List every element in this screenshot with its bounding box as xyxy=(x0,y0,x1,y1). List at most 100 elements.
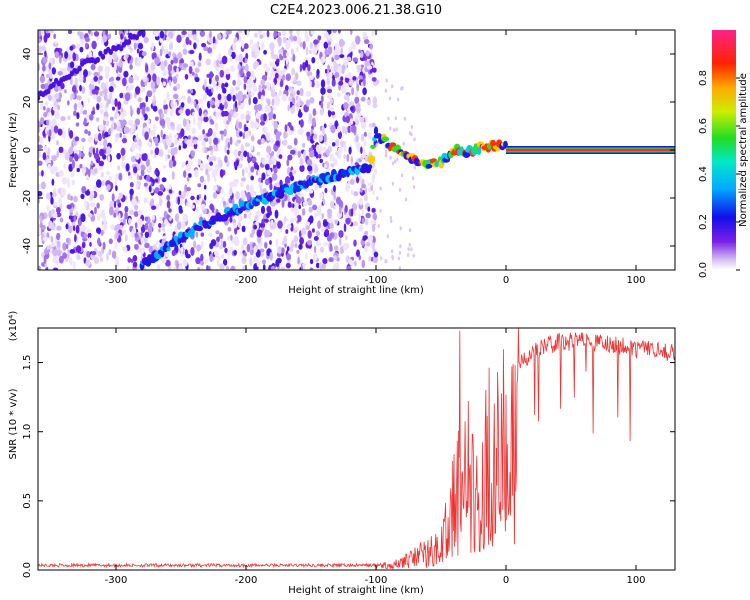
noise-speckle xyxy=(405,198,407,202)
noise-speckle xyxy=(409,131,411,135)
noise-speckle xyxy=(311,57,315,63)
noise-speckle xyxy=(102,34,107,42)
noise-speckle xyxy=(137,49,140,54)
noise-speckle xyxy=(320,56,325,63)
noise-speckle xyxy=(46,193,51,200)
noise-speckle xyxy=(223,33,227,38)
noise-speckle xyxy=(219,245,223,249)
noise-speckle xyxy=(276,198,281,203)
noise-speckle xyxy=(183,214,188,223)
noise-speckle xyxy=(344,223,347,232)
noise-speckle xyxy=(200,261,204,266)
noise-speckle xyxy=(281,247,284,253)
noise-speckle xyxy=(230,235,232,241)
noise-speckle xyxy=(176,68,179,73)
noise-speckle xyxy=(349,147,352,155)
noise-speckle xyxy=(88,213,93,217)
noise-speckle xyxy=(144,243,150,249)
noise-speckle xyxy=(125,234,128,241)
noise-speckle xyxy=(59,170,64,177)
noise-speckle xyxy=(130,65,133,70)
noise-speckle xyxy=(295,208,299,216)
noise-speckle xyxy=(240,191,245,199)
noise-speckle xyxy=(43,152,47,160)
noise-speckle xyxy=(170,100,173,108)
noise-speckle xyxy=(250,92,255,96)
noise-speckle xyxy=(48,129,51,137)
noise-speckle xyxy=(96,179,102,188)
noise-speckle xyxy=(151,130,156,137)
noise-speckle xyxy=(309,81,312,87)
noise-speckle xyxy=(169,80,171,86)
noise-speckle xyxy=(334,72,339,78)
noise-speckle xyxy=(189,66,193,74)
noise-speckle xyxy=(350,106,354,111)
noise-speckle xyxy=(232,43,236,51)
noise-speckle xyxy=(362,209,365,215)
noise-speckle xyxy=(197,120,202,127)
noise-speckle xyxy=(323,220,328,227)
noise-speckle xyxy=(115,173,118,181)
noise-speckle xyxy=(209,38,213,43)
noise-speckle xyxy=(307,165,312,171)
noise-speckle xyxy=(130,182,134,187)
noise-speckle xyxy=(305,253,308,260)
noise-speckle xyxy=(135,86,140,95)
noise-speckle xyxy=(47,164,51,169)
noise-speckle xyxy=(235,141,239,147)
noise-speckle xyxy=(346,116,350,124)
noise-speckle xyxy=(250,176,254,181)
noise-speckle xyxy=(103,139,107,148)
noise-speckle xyxy=(215,123,218,131)
noise-speckle xyxy=(77,103,82,108)
noise-speckle xyxy=(77,168,80,172)
noise-speckle xyxy=(306,46,309,55)
noise-speckle xyxy=(256,112,261,119)
noise-speckle xyxy=(306,36,310,42)
noise-speckle xyxy=(141,116,145,121)
noise-speckle xyxy=(227,150,230,155)
noise-speckle xyxy=(62,242,66,251)
noise-speckle xyxy=(124,112,126,117)
noise-speckle xyxy=(128,84,134,90)
noise-speckle xyxy=(313,39,318,44)
noise-speckle xyxy=(345,183,349,192)
noise-speckle xyxy=(88,137,93,143)
noise-speckle xyxy=(245,167,249,174)
noise-speckle xyxy=(196,206,199,213)
noise-speckle xyxy=(103,223,108,231)
noise-speckle xyxy=(358,49,361,53)
noise-speckle xyxy=(392,182,394,186)
noise-speckle xyxy=(247,244,251,253)
noise-speckle xyxy=(151,206,156,210)
noise-speckle xyxy=(147,90,153,97)
noise-speckle xyxy=(116,113,119,118)
noise-speckle xyxy=(161,113,164,118)
noise-speckle xyxy=(300,88,304,96)
noise-speckle xyxy=(371,208,375,213)
noise-speckle xyxy=(97,214,101,221)
noise-speckle xyxy=(345,218,350,225)
noise-speckle xyxy=(134,211,139,217)
spectrogram-x-tick-label: -300 xyxy=(105,275,128,286)
noise-speckle xyxy=(74,103,77,111)
noise-speckle xyxy=(44,146,48,154)
noise-speckle xyxy=(267,99,270,107)
noise-speckle xyxy=(120,225,123,230)
noise-speckle xyxy=(164,109,167,114)
noise-speckle xyxy=(330,125,335,133)
noise-speckle xyxy=(56,140,58,145)
snr-x-tick-label: -300 xyxy=(105,575,128,586)
noise-speckle xyxy=(343,102,348,109)
noise-speckle xyxy=(224,155,228,163)
noise-speckle xyxy=(273,121,278,129)
noise-speckle xyxy=(246,114,251,121)
noise-speckle xyxy=(162,177,167,182)
noise-speckle xyxy=(66,224,69,230)
noise-speckle xyxy=(135,119,140,126)
noise-speckle xyxy=(177,196,180,205)
noise-speckle xyxy=(339,206,341,214)
noise-speckle xyxy=(70,258,73,266)
noise-speckle xyxy=(384,259,386,263)
noise-speckle xyxy=(127,57,129,64)
